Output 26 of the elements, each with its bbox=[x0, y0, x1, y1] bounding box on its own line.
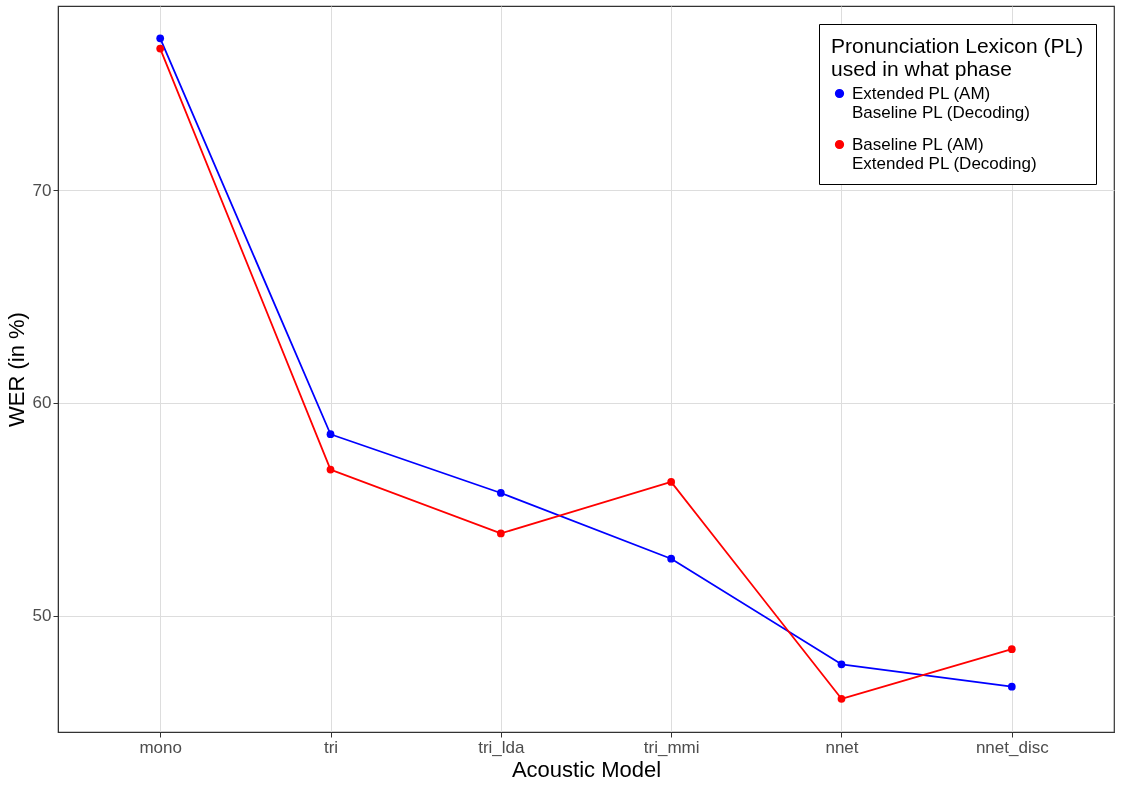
x-axis-title: Acoustic Model bbox=[511, 756, 662, 782]
point bbox=[326, 465, 335, 474]
legend-title: Pronunciation Lexicon (PL) used in what phase bbox=[831, 34, 1084, 80]
y-tick-label: 70 bbox=[32, 180, 52, 200]
legend-label: Extended PL (AM) Baseline PL (Decoding) bbox=[852, 83, 1030, 122]
point bbox=[156, 44, 165, 53]
point bbox=[1007, 645, 1016, 654]
y-tick-label: 60 bbox=[32, 393, 52, 413]
point bbox=[837, 694, 846, 703]
point bbox=[496, 529, 505, 538]
x-tick-label: tri_lda bbox=[478, 737, 526, 757]
point bbox=[326, 430, 335, 439]
x-tick-label: nnet_disc bbox=[975, 737, 1050, 757]
point bbox=[156, 34, 165, 43]
point bbox=[667, 478, 676, 486]
legend-label: Baseline PL (AM) Extended PL (Decoding) bbox=[852, 134, 1037, 173]
y-tick-label: 50 bbox=[32, 606, 52, 626]
x-tick-label: tri_mmi bbox=[643, 737, 700, 757]
point bbox=[837, 660, 846, 669]
x-tick-label: mono bbox=[139, 737, 182, 757]
point bbox=[667, 554, 676, 563]
y-axis-title: WER (in %) bbox=[3, 312, 29, 427]
point bbox=[496, 489, 505, 497]
x-tick-label: tri bbox=[323, 737, 339, 757]
point bbox=[1007, 682, 1016, 691]
x-tick-label: nnet bbox=[825, 737, 859, 757]
